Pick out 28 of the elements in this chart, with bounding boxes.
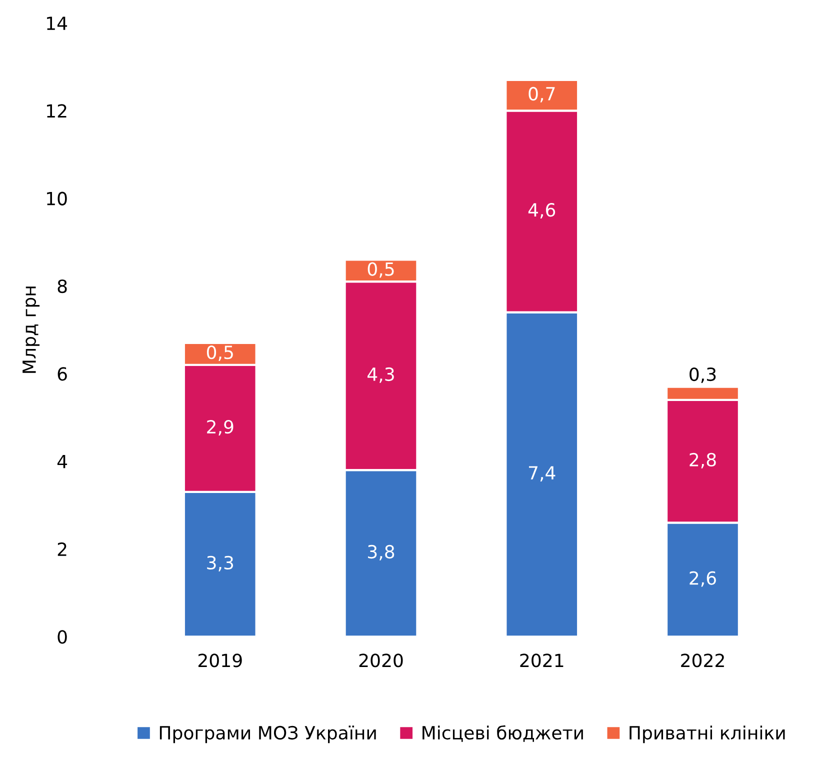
data-label: 2,6 xyxy=(690,571,716,587)
legend-label: Програми МОЗ України xyxy=(160,726,376,744)
data-label: 3,8 xyxy=(368,544,394,560)
y-tick-label: 14 xyxy=(47,16,68,30)
y-tick-label: 0 xyxy=(58,630,67,644)
x-tick-label: 2022 xyxy=(681,654,724,668)
data-label: 2,9 xyxy=(207,420,234,436)
data-label: 3,3 xyxy=(207,556,234,572)
y-tick-label: 10 xyxy=(47,192,67,206)
y-tick-label: 4 xyxy=(57,454,68,468)
legend-label: Приватні клініки xyxy=(630,726,785,744)
y-tick-label: 2 xyxy=(58,542,66,556)
data-label: 7,4 xyxy=(529,466,556,482)
x-tick-label: 2020 xyxy=(359,654,403,668)
legend-label: Місцеві бюджети xyxy=(422,725,583,742)
y-tick-label: 8 xyxy=(58,279,67,294)
data-label: 0,7 xyxy=(528,86,555,102)
y-tick-label: 6 xyxy=(58,367,67,381)
y-axis-title: Млрд грн xyxy=(22,286,40,373)
x-tick-label: 2019 xyxy=(198,654,242,668)
data-label: 0,5 xyxy=(368,262,394,278)
data-label: 0,3 xyxy=(690,367,716,383)
data-label: 4,3 xyxy=(368,367,394,383)
data-label: 2,8 xyxy=(690,452,716,468)
data-label: 0,5 xyxy=(206,345,233,361)
data-label: 4,6 xyxy=(528,203,556,219)
y-tick-label: 12 xyxy=(47,104,66,118)
x-tick-label: 2021 xyxy=(520,654,564,668)
